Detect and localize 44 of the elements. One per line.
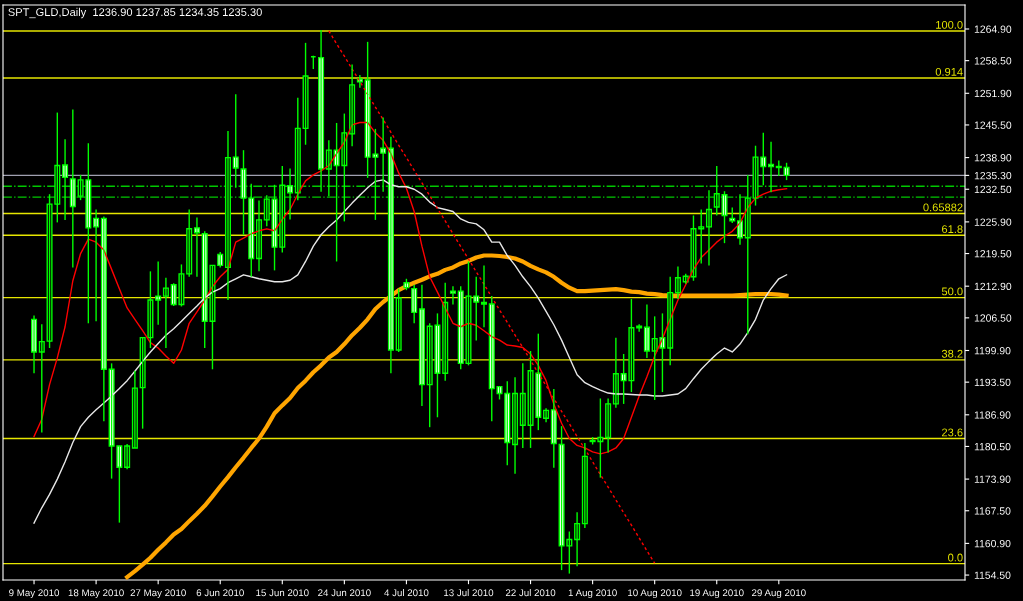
candlestick <box>698 208 705 265</box>
y-tick-label: 1235.30 <box>974 171 1012 180</box>
line-series <box>33 179 788 524</box>
x-tick-label: 19 Aug 2010 <box>690 589 744 599</box>
y-tick-label: 1160.90 <box>974 539 1011 548</box>
y-tick-label: 1167.50 <box>974 507 1011 515</box>
x-tick-label: 10 Aug 2010 <box>628 589 682 599</box>
annotation: 23.6 <box>942 428 963 437</box>
x-tick-label: 13 Jul 2010 <box>444 589 494 597</box>
x-tick-label: 24 Jun 2010 <box>318 589 371 597</box>
y-tick-label: 1173.90 <box>974 475 1011 483</box>
y-tick-label: 1225.90 <box>974 218 1012 226</box>
y-tick-label: 1180.50 <box>974 442 1011 451</box>
y-tick-label: 1206.50 <box>974 314 1012 322</box>
y-tick-label: 1245.50 <box>974 121 1012 129</box>
annotation: 0.65882 <box>923 203 963 212</box>
y-tick-label: 1258.50 <box>974 57 1012 65</box>
y-tick-label: 1212.90 <box>974 282 1012 291</box>
y-tick-label: 1193.50 <box>974 378 1011 387</box>
annotation: 0.914 <box>935 67 963 76</box>
annotation: 50.0 <box>941 287 963 296</box>
annotation: 100.0 <box>936 20 963 29</box>
y-tick-label: 1186.90 <box>974 411 1011 419</box>
annotation: 0.0 <box>948 553 963 562</box>
y-tick-label: 1232.50 <box>974 185 1012 194</box>
annotation: 38.2 <box>941 349 963 358</box>
y-tick-label: 1154.50 <box>974 571 1011 579</box>
x-tick-label: 9 May 2010 <box>9 589 60 599</box>
x-tick-label: 29 Aug 2010 <box>751 589 806 599</box>
y-tick-label: 1219.50 <box>974 250 1012 258</box>
x-tick-label: 6 Jun 2010 <box>196 589 244 597</box>
y-tick-label: 1238.90 <box>974 154 1012 162</box>
annotation: 61.8 <box>942 225 963 234</box>
y-tick-label: 1251.90 <box>974 89 1012 98</box>
x-tick-label: 15 Jun 2010 <box>256 589 309 597</box>
x-tick-label: 18 May 2010 <box>68 589 124 599</box>
y-tick-label: 1264.90 <box>974 25 1012 33</box>
x-tick-label: 1 Aug 2010 <box>568 589 617 599</box>
chart-title: SPT_GLD,Daily 1236.90 1237.85 1234.35 1235.30 <box>8 7 262 19</box>
line-series <box>125 253 789 580</box>
y-tick-label: 1199.90 <box>974 347 1011 355</box>
x-tick-label: 27 May 2010 <box>130 589 186 599</box>
x-tick-label: 22 Jul 2010 <box>505 589 556 597</box>
x-tick-label: 4 Jul 2010 <box>384 589 429 597</box>
